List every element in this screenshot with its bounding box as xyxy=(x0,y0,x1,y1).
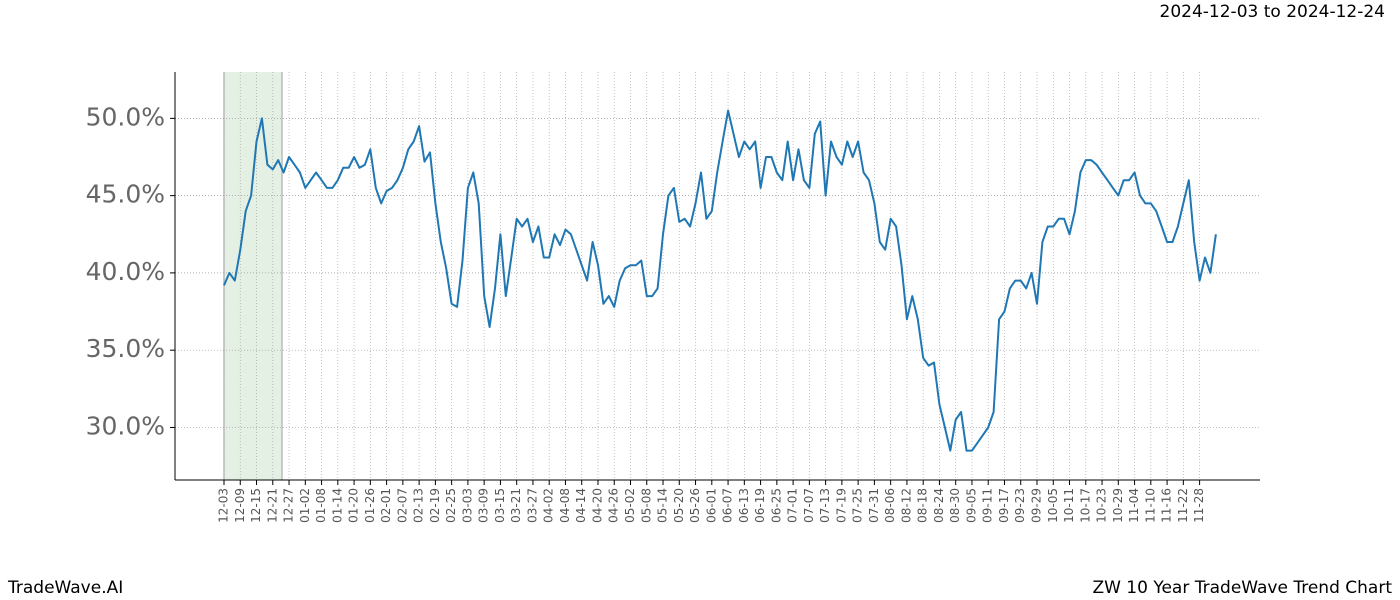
x-tick-label: 03-15 xyxy=(493,488,507,523)
x-tick-label: 08-30 xyxy=(948,488,962,523)
x-tick-label: 10-23 xyxy=(1095,488,1109,523)
x-tick-label: 03-09 xyxy=(477,488,491,523)
x-tick-label: 04-20 xyxy=(590,488,604,523)
x-tick-label: 08-06 xyxy=(883,488,897,523)
x-tick-label: 06-19 xyxy=(753,488,767,523)
x-tick-label: 03-27 xyxy=(525,488,539,523)
highlight-band xyxy=(224,72,282,480)
x-tick-label: 12-09 xyxy=(233,488,247,523)
x-tick-label: 02-19 xyxy=(428,488,442,523)
x-tick-label: 05-14 xyxy=(656,488,670,523)
x-tick-label: 09-29 xyxy=(1030,488,1044,523)
x-tick-label: 12-21 xyxy=(265,488,279,523)
trend-line xyxy=(223,109,1217,452)
x-tick-label: 03-21 xyxy=(509,488,523,523)
x-tick-label: 02-13 xyxy=(412,488,426,523)
x-tick-label: 05-26 xyxy=(688,488,702,523)
x-tick-label: 10-17 xyxy=(1078,488,1092,523)
x-tick-label: 11-28 xyxy=(1192,488,1206,523)
x-tick-label: 10-29 xyxy=(1111,488,1125,523)
x-tick-label: 12-03 xyxy=(217,488,231,523)
x-tick-label: 08-24 xyxy=(932,488,946,523)
x-tick-label: 11-04 xyxy=(1127,488,1141,523)
x-tick-label: 06-13 xyxy=(737,488,751,523)
x-tick-label: 07-01 xyxy=(786,488,800,523)
x-tick-label: 01-02 xyxy=(298,488,312,523)
x-tick-label: 05-20 xyxy=(672,488,686,523)
x-tick-label: 09-17 xyxy=(997,488,1011,523)
x-tick-label: 11-16 xyxy=(1160,488,1174,523)
x-tick-label: 02-01 xyxy=(379,488,393,523)
y-tick-label: 45.0% xyxy=(86,180,165,209)
x-tick-label: 10-05 xyxy=(1046,488,1060,523)
x-tick-label: 11-10 xyxy=(1143,488,1157,523)
brand: TradeWave.AI xyxy=(7,578,123,598)
x-tick-label: 05-02 xyxy=(623,488,637,523)
x-tick-label: 08-18 xyxy=(916,488,930,523)
x-tick-label: 01-14 xyxy=(330,488,344,523)
x-tick-label: 09-23 xyxy=(1013,488,1027,523)
x-tick-label: 12-27 xyxy=(282,488,296,523)
subtitle: 2024-12-03 to 2024-12-24 xyxy=(1160,2,1385,22)
x-tick-label: 01-20 xyxy=(347,488,361,523)
y-tick-label: 40.0% xyxy=(86,257,165,286)
y-tick-label: 35.0% xyxy=(86,334,165,363)
x-tick-label: 04-26 xyxy=(607,488,621,523)
y-tick-label: 50.0% xyxy=(86,102,165,131)
chart-title: ZW 10 Year TradeWave Trend Chart xyxy=(1092,578,1392,598)
x-tick-label: 07-13 xyxy=(818,488,832,523)
x-tick-label: 01-08 xyxy=(314,488,328,523)
x-tick-label: 05-08 xyxy=(639,488,653,523)
x-tick-label: 10-11 xyxy=(1062,488,1076,523)
x-tick-label: 11-22 xyxy=(1176,488,1190,523)
x-tick-label: 07-19 xyxy=(834,488,848,523)
x-tick-label: 06-07 xyxy=(721,488,735,523)
x-tick-label: 02-25 xyxy=(444,488,458,523)
x-tick-label: 07-31 xyxy=(867,488,881,523)
x-tick-label: 12-15 xyxy=(249,488,263,523)
x-tick-label: 09-05 xyxy=(964,488,978,523)
x-tick-label: 04-02 xyxy=(542,488,556,523)
x-tick-label: 02-07 xyxy=(395,488,409,523)
x-tick-label: 03-03 xyxy=(460,488,474,523)
x-tick-label: 06-01 xyxy=(704,488,718,523)
x-tick-label: 04-08 xyxy=(558,488,572,523)
x-tick-label: 08-12 xyxy=(899,488,913,523)
x-tick-label: 04-14 xyxy=(574,488,588,523)
x-tick-label: 07-25 xyxy=(851,488,865,523)
x-tick-label: 01-26 xyxy=(363,488,377,523)
x-tick-label: 07-07 xyxy=(802,488,816,523)
x-tick-label: 09-11 xyxy=(981,488,995,523)
x-tick-label: 06-25 xyxy=(769,488,783,523)
y-tick-label: 30.0% xyxy=(86,411,165,440)
